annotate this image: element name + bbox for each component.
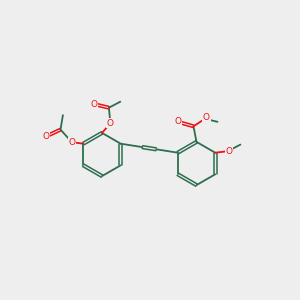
Text: O: O	[107, 119, 114, 128]
Text: O: O	[43, 132, 50, 141]
Text: O: O	[203, 113, 210, 122]
Text: O: O	[226, 147, 233, 156]
Text: O: O	[90, 100, 98, 109]
Text: O: O	[174, 117, 182, 126]
Text: O: O	[68, 138, 75, 147]
